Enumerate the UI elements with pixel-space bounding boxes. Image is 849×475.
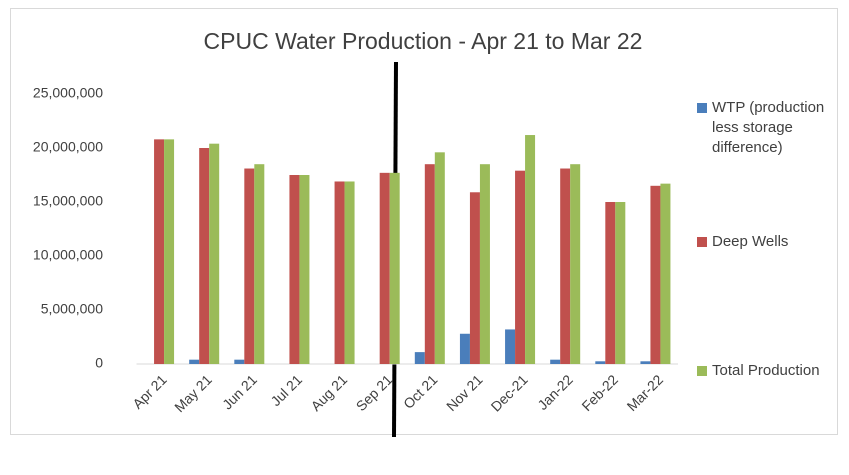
bar xyxy=(615,202,626,364)
bar xyxy=(164,139,175,364)
bar xyxy=(560,168,571,364)
legend-label: Deep Wells xyxy=(712,233,789,250)
bar xyxy=(424,164,435,364)
bar xyxy=(570,164,581,364)
bar xyxy=(595,361,606,364)
legend-swatch xyxy=(697,366,707,376)
bar xyxy=(299,175,310,364)
x-tick-label: Apr 21 xyxy=(129,371,170,412)
bar xyxy=(154,139,165,364)
bar xyxy=(344,181,355,364)
y-tick-label: 15,000,000 xyxy=(33,193,103,209)
legend-item: Deep Wells xyxy=(697,232,827,252)
y-tick-label: 20,000,000 xyxy=(33,139,103,155)
bar xyxy=(660,183,671,364)
y-tick-label: 5,000,000 xyxy=(41,301,103,317)
y-tick-label: 10,000,000 xyxy=(33,247,103,263)
bar xyxy=(414,352,425,364)
bar xyxy=(459,333,470,364)
x-tick-label: Oct 21 xyxy=(400,371,441,412)
bar xyxy=(505,329,516,364)
bar xyxy=(389,172,400,364)
bar xyxy=(379,172,390,364)
bar xyxy=(605,202,616,364)
legend-swatch xyxy=(697,237,707,247)
bar xyxy=(550,359,561,364)
bar xyxy=(469,192,480,364)
bar xyxy=(289,175,300,364)
legend-label: Total Production xyxy=(712,362,820,379)
bar xyxy=(650,185,661,364)
bar xyxy=(434,152,445,364)
bar xyxy=(525,135,536,364)
x-tick-label: Aug 21 xyxy=(308,371,351,414)
bar xyxy=(234,359,245,364)
x-tick-label: Dec-21 xyxy=(488,371,531,414)
bar xyxy=(254,164,265,364)
legend-item: Total Production xyxy=(697,361,827,381)
x-tick-label: Nov 21 xyxy=(443,371,486,414)
x-tick-label: May 21 xyxy=(171,371,215,415)
x-tick-label: Feb-22 xyxy=(578,371,621,414)
bar xyxy=(334,181,345,364)
x-tick-label: Jul 21 xyxy=(267,371,305,409)
y-tick-label: 0 xyxy=(95,355,103,371)
bar xyxy=(479,164,490,364)
x-tick-label: Sep 21 xyxy=(353,371,396,414)
legend-item: WTP (production less storage difference) xyxy=(697,98,827,158)
bar xyxy=(640,361,651,364)
chart-title: CPUC Water Production - Apr 21 to Mar 22 xyxy=(204,28,643,54)
x-tick-label: Mar-22 xyxy=(623,371,666,414)
y-tick-label: 25,000,000 xyxy=(33,85,103,101)
bar xyxy=(199,148,210,364)
x-tick-label: Jun 21 xyxy=(219,371,260,412)
chart-border xyxy=(10,8,838,435)
bar xyxy=(515,170,526,364)
legend-label: WTP (production less storage difference) xyxy=(712,99,825,156)
legend-swatch xyxy=(697,103,707,113)
x-tick-label: Jan-22 xyxy=(534,371,576,413)
bar xyxy=(244,168,255,364)
bar xyxy=(209,143,220,364)
bar xyxy=(189,359,200,364)
